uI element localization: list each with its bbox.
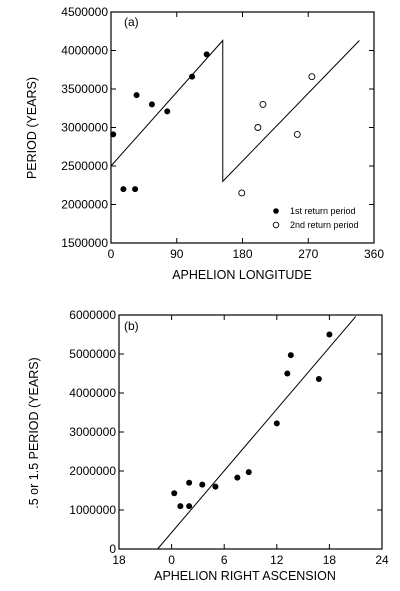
y-tick-label: 4500000	[61, 5, 108, 19]
y-tick-label: 3000000	[69, 425, 116, 439]
legend-label-first-return: 1st return period	[290, 206, 356, 216]
panel-a-legend: 1st return period 2nd return period	[272, 206, 359, 230]
data-point-second-return	[293, 130, 301, 138]
x-tick-label: 0	[168, 553, 175, 567]
panel-a-points	[110, 51, 316, 197]
sawtooth-fit-line	[110, 39, 360, 183]
y-tick-label: 3500000	[61, 82, 108, 96]
data-point	[245, 469, 252, 476]
data-point	[284, 370, 291, 377]
x-tick-label: 18	[323, 553, 337, 567]
y-tick-label: 5000000	[69, 347, 116, 361]
data-point	[171, 490, 178, 497]
legend-open-marker	[272, 221, 280, 229]
data-point-first-return	[189, 73, 196, 80]
data-point-second-return	[254, 124, 262, 131]
data-point	[287, 352, 294, 359]
data-point	[326, 331, 333, 338]
y-tick-label: 4000000	[61, 44, 108, 58]
x-tick-label: 6	[221, 553, 228, 567]
x-tick-label: 0	[108, 247, 115, 261]
data-point	[273, 420, 280, 427]
x-tick-label: 90	[170, 247, 184, 261]
legend-filled-marker	[273, 208, 279, 214]
panel-b-ticks: 0 1000000 2000000 3000000 4000000 5000000 6000…	[69, 308, 389, 567]
y-tick-label: 1500000	[61, 236, 108, 250]
y-tick-label: 2500000	[61, 159, 108, 173]
panel-b: (b) APHELION RIGHT ASCENSION .5 or 1.5 P…	[27, 308, 389, 583]
y-tick-label: 6000000	[69, 308, 116, 322]
x-tick-label: 18	[112, 553, 126, 567]
data-point-second-return	[259, 100, 267, 108]
data-point	[177, 503, 184, 510]
data-point-second-return	[308, 73, 316, 81]
panel-a-label: (a)	[124, 15, 139, 29]
panel-a-ticks: 1500000 2000000 2500000 3000000 3500000 40000…	[61, 5, 384, 261]
x-tick-label: 24	[375, 553, 389, 567]
legend-label-second-return: 2nd return period	[290, 220, 359, 230]
panel-a-x-axis-title: APHELION LONGITUDE	[172, 268, 312, 282]
data-point	[186, 503, 193, 510]
panel-b-frame	[118, 314, 383, 550]
data-point-first-return	[132, 186, 139, 193]
data-point-second-return	[238, 189, 246, 197]
data-point	[315, 375, 322, 382]
panel-a-fit-line	[110, 39, 360, 183]
data-point-first-return	[148, 101, 155, 108]
panel-b-label: (b)	[124, 319, 139, 333]
x-tick-label: 360	[364, 247, 384, 261]
y-tick-label: 2000000	[61, 198, 108, 212]
data-point	[234, 474, 241, 481]
data-point-first-return	[110, 131, 117, 138]
data-point-first-return	[164, 108, 171, 115]
fit-line	[157, 316, 357, 550]
y-tick-label: 1000000	[69, 503, 116, 517]
panel-a-y-axis-title: PERIOD (YEARS)	[25, 77, 39, 179]
y-tick-label: 2000000	[69, 464, 116, 478]
panel-b-points	[171, 331, 333, 510]
data-point-first-return	[203, 51, 210, 58]
panel-b-y-axis-title: .5 or 1.5 PERIOD (YEARS)	[27, 357, 41, 508]
x-tick-label: 270	[298, 247, 318, 261]
data-point	[199, 481, 206, 488]
x-tick-label: 12	[270, 553, 284, 567]
panel-b-x-axis-title: APHELION RIGHT ASCENSION	[154, 569, 336, 583]
y-tick-label: 3000000	[61, 121, 108, 135]
panel-b-fit-line	[157, 316, 357, 550]
data-point	[186, 479, 193, 486]
y-tick-label: 4000000	[69, 386, 116, 400]
y-tick-label: 0	[109, 542, 116, 556]
data-point-first-return	[120, 186, 127, 193]
data-point-first-return	[133, 92, 140, 99]
panel-a: (a) APHELION LONGITUDE PERIOD (YEARS) 15…	[25, 5, 384, 282]
data-point	[212, 483, 219, 490]
x-tick-label: 180	[232, 247, 252, 261]
